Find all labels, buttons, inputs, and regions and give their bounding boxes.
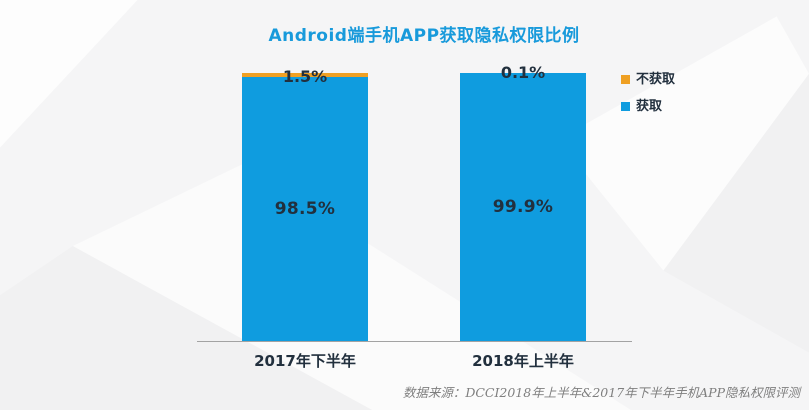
chart-title: Android端手机APP获取隐私权限比例	[268, 26, 580, 46]
legend-swatch-orange	[621, 75, 630, 84]
not-acquired-value-label: 1.5%	[282, 67, 328, 87]
x-axis-category-label: 2017年下半年	[254, 352, 356, 370]
bar-column: 1.5% 98.5%	[242, 68, 368, 341]
bar-segment-not-acquired[interactable]	[242, 73, 368, 78]
legend-item-acquired[interactable]: 获取	[621, 99, 675, 114]
x-axis-category-label: 2018年上半年	[472, 352, 574, 370]
acquired-value-label: 99.9%	[492, 197, 554, 218]
plot-area: 1.5% 98.5% 0.1% 99.9%	[197, 64, 632, 341]
legend-label: 获取	[636, 99, 663, 114]
bar-segment-acquired[interactable]: 98.5%	[242, 77, 368, 341]
legend-swatch-blue	[621, 102, 630, 111]
legend-item-not-acquired[interactable]: 不获取	[621, 72, 675, 87]
data-source-note: 数据来源：DCCI2018年上半年&2017年下半年手机APP隐私权限评测	[402, 385, 800, 400]
not-acquired-value-label: 0.1%	[500, 63, 546, 83]
bar-column: 0.1% 99.9%	[460, 64, 586, 341]
acquired-value-label: 98.5%	[274, 199, 336, 220]
legend-label: 不获取	[636, 72, 676, 87]
legend: 不获取 获取	[621, 72, 675, 126]
bar-segment-acquired[interactable]: 99.9%	[460, 73, 586, 341]
x-axis-line	[197, 341, 632, 342]
